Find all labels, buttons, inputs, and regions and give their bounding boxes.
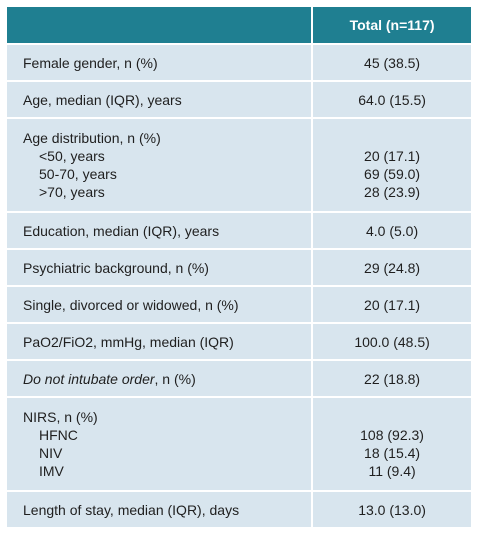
table-row: Age, median (IQR), years 64.0 (15.5) — [7, 80, 471, 118]
table-row: Single, divorced or widowed, n (%) 20 (1… — [7, 285, 471, 323]
row-label-rest: , n (%) — [154, 370, 196, 387]
table-row: Length of stay, median (IQR), days 13.0 … — [7, 490, 471, 527]
table-row: NIRS, n (%) HFNC NIV IMV 108 (92.3) 18 (… — [7, 396, 471, 491]
row-label: Age, median (IQR), years — [7, 80, 314, 118]
row-label: Female gender, n (%) — [7, 43, 314, 81]
sub-row-value: 11 (9.4) — [368, 463, 416, 479]
header-total-cell: Total (n=117) — [312, 7, 471, 44]
table-row: Education, median (IQR), years 4.0 (5.0) — [7, 211, 471, 249]
row-value: 4.0 (5.0) — [312, 211, 471, 249]
row-value: 13.0 (13.0) — [312, 490, 471, 527]
row-label: Education, median (IQR), years — [7, 211, 314, 249]
table-header-row: Total (n=117) — [7, 7, 471, 44]
row-label: Length of stay, median (IQR), days — [7, 490, 314, 527]
row-value: 45 (38.5) — [312, 43, 471, 81]
sub-row-value: 18 (15.4) — [364, 445, 421, 461]
sub-row-label: 50-70, years — [39, 166, 117, 182]
row-value: 100.0 (48.5) — [312, 322, 471, 360]
row-label: Do not intubate order, n (%) — [7, 359, 314, 397]
sub-row-label: >70, years — [39, 184, 105, 200]
row-label: Single, divorced or widowed, n (%) — [7, 285, 314, 323]
characteristics-table: Total (n=117) Female gender, n (%) 45 (3… — [7, 7, 471, 527]
sub-row-label: <50, years — [39, 148, 105, 164]
row-value: 29 (24.8) — [312, 248, 471, 286]
row-value-group: 108 (92.3) 18 (15.4) 11 (9.4) — [312, 396, 471, 491]
row-value-group: 20 (17.1) 69 (59.0) 28 (23.9) — [312, 117, 471, 212]
row-label: Psychiatric background, n (%) — [7, 248, 314, 286]
row-label-group: Age distribution, n (%) <50, years 50-70… — [7, 117, 314, 212]
row-label: PaO2/FiO2, mmHg, median (IQR) — [7, 322, 314, 360]
sub-row-value: 28 (23.9) — [364, 184, 421, 200]
row-label-italic: Do not intubate order — [23, 370, 155, 387]
sub-row-value: 69 (59.0) — [364, 166, 421, 182]
row-label-group: NIRS, n (%) HFNC NIV IMV — [7, 396, 314, 491]
sub-row-value: 20 (17.1) — [364, 148, 421, 164]
sub-row-value: 108 (92.3) — [360, 427, 424, 443]
sub-row-label: IMV — [39, 463, 64, 479]
header-label-cell — [7, 7, 314, 44]
sub-row-label: NIV — [39, 445, 63, 461]
row-value: 22 (18.8) — [312, 359, 471, 397]
table-row: Do not intubate order, n (%) 22 (18.8) — [7, 359, 471, 397]
table-row: Age distribution, n (%) <50, years 50-70… — [7, 117, 471, 212]
row-value: 20 (17.1) — [312, 285, 471, 323]
table-row: PaO2/FiO2, mmHg, median (IQR) 100.0 (48.… — [7, 322, 471, 360]
table-row: Psychiatric background, n (%) 29 (24.8) — [7, 248, 471, 286]
row-label: NIRS, n (%) — [23, 409, 98, 425]
table-row: Female gender, n (%) 45 (38.5) — [7, 43, 471, 81]
row-label: Age distribution, n (%) — [23, 130, 161, 146]
sub-row-label: HFNC — [39, 427, 78, 443]
row-value: 64.0 (15.5) — [312, 80, 471, 118]
